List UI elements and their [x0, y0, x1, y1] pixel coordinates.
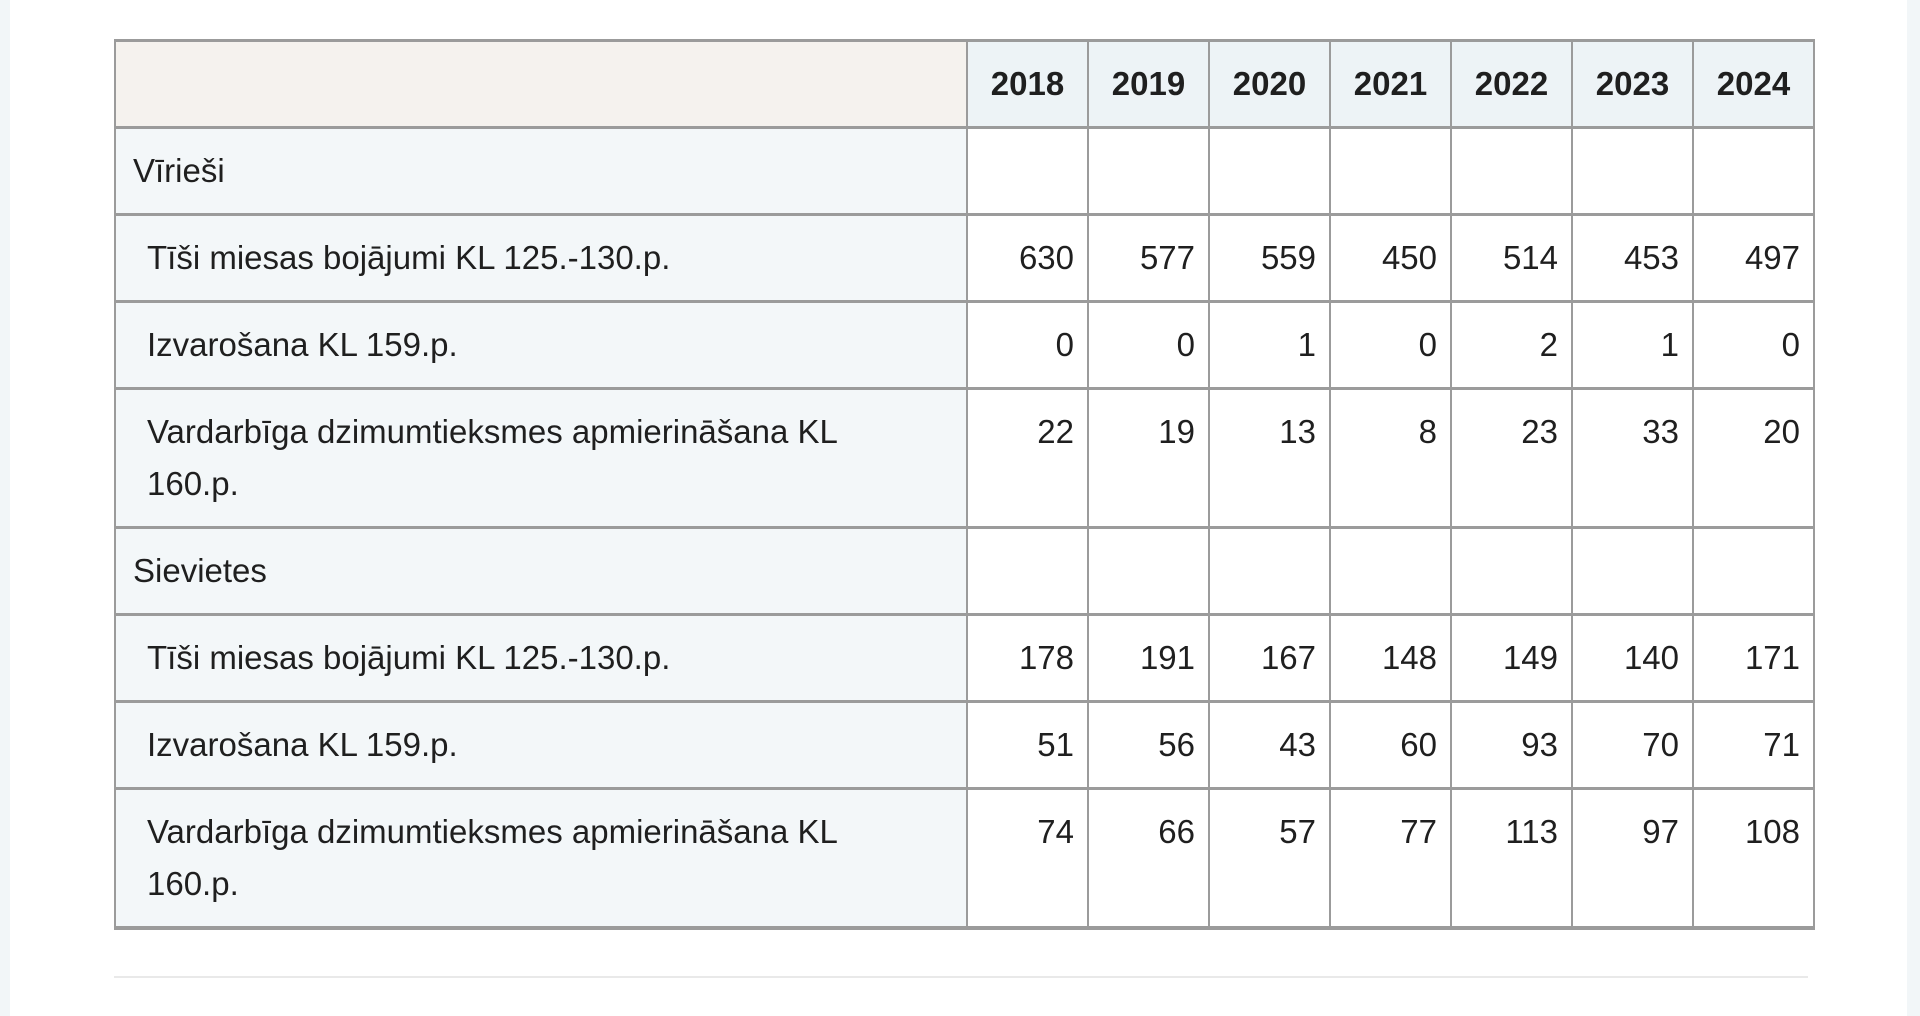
value-cell: 43: [1208, 700, 1331, 790]
value-cell: 514: [1450, 213, 1573, 303]
value-cell: 93: [1450, 700, 1573, 790]
value-cell: 70: [1571, 700, 1694, 790]
value-cell: 108: [1692, 787, 1815, 930]
row-label: Izvarošana KL 159.p.: [114, 700, 968, 790]
value-cell: 2: [1450, 300, 1573, 390]
row-label: Tīši miesas bojājumi KL 125.-130.p.: [114, 213, 968, 303]
value-cell: 57: [1208, 787, 1331, 930]
value-cell: 22: [966, 387, 1089, 529]
empty-cell: [1087, 526, 1210, 616]
value-cell: 140: [1571, 613, 1694, 703]
value-cell: 559: [1208, 213, 1331, 303]
value-cell: 23: [1450, 387, 1573, 529]
row-label: Tīši miesas bojājumi KL 125.-130.p.: [114, 613, 968, 703]
statistics-table: 2018 2019 2020 2021 2022 2023 2024 Vīrie…: [114, 39, 1815, 930]
value-cell: 191: [1087, 613, 1210, 703]
empty-cell: [1571, 126, 1694, 216]
page-left-edge: [0, 0, 10, 1016]
value-cell: 450: [1329, 213, 1452, 303]
empty-cell: [1208, 126, 1331, 216]
year-header: 2019: [1087, 39, 1210, 129]
empty-cell: [1208, 526, 1331, 616]
value-cell: 453: [1571, 213, 1694, 303]
value-cell: 8: [1329, 387, 1452, 529]
value-cell: 0: [966, 300, 1089, 390]
page-right-edge: [1907, 0, 1920, 1016]
empty-cell: [1329, 526, 1452, 616]
table-body: Vīrieši Tīši miesas bojājumi KL 125.-130.…: [114, 126, 1815, 930]
year-header: 2022: [1450, 39, 1573, 129]
value-cell: 19: [1087, 387, 1210, 529]
data-row: Tīši miesas bojājumi KL 125.-130.p. 178 19…: [114, 613, 1815, 703]
value-cell: 13: [1208, 387, 1331, 529]
data-row: Izvarošana KL 159.p. 51 56 43 60 93 70 71: [114, 700, 1815, 790]
year-header: 2021: [1329, 39, 1452, 129]
value-cell: 149: [1450, 613, 1573, 703]
value-cell: 497: [1692, 213, 1815, 303]
empty-cell: [1087, 126, 1210, 216]
year-header: 2024: [1692, 39, 1815, 129]
data-row: Tīši miesas bojājumi KL 125.-130.p. 630 57…: [114, 213, 1815, 303]
data-row: Vardarbīga dzimumtieksmes apmierināšana …: [114, 387, 1815, 529]
value-cell: 56: [1087, 700, 1210, 790]
value-cell: 0: [1329, 300, 1452, 390]
empty-cell: [1450, 126, 1573, 216]
empty-cell: [1571, 526, 1694, 616]
value-cell: 148: [1329, 613, 1452, 703]
data-row: Vardarbīga dzimumtieksmes apmierināšana …: [114, 787, 1815, 930]
value-cell: 630: [966, 213, 1089, 303]
value-cell: 0: [1692, 300, 1815, 390]
value-cell: 20: [1692, 387, 1815, 529]
value-cell: 60: [1329, 700, 1452, 790]
year-header: 2023: [1571, 39, 1694, 129]
row-label: Izvarošana KL 159.p.: [114, 300, 968, 390]
section-label: Vīrieši: [114, 126, 968, 216]
empty-cell: [966, 126, 1089, 216]
corner-cell: [114, 39, 968, 129]
value-cell: 577: [1087, 213, 1210, 303]
empty-cell: [1692, 526, 1815, 616]
row-label: Vardarbīga dzimumtieksmes apmierināšana …: [114, 387, 968, 529]
value-cell: 1: [1571, 300, 1694, 390]
empty-cell: [966, 526, 1089, 616]
value-cell: 1: [1208, 300, 1331, 390]
value-cell: 71: [1692, 700, 1815, 790]
row-label: Vardarbīga dzimumtieksmes apmierināšana …: [114, 787, 968, 930]
value-cell: 74: [966, 787, 1089, 930]
value-cell: 113: [1450, 787, 1573, 930]
value-cell: 178: [966, 613, 1089, 703]
value-cell: 66: [1087, 787, 1210, 930]
year-header: 2020: [1208, 39, 1331, 129]
year-header: 2018: [966, 39, 1089, 129]
value-cell: 77: [1329, 787, 1452, 930]
value-cell: 51: [966, 700, 1089, 790]
value-cell: 0: [1087, 300, 1210, 390]
value-cell: 171: [1692, 613, 1815, 703]
bottom-divider: [114, 976, 1808, 978]
value-cell: 167: [1208, 613, 1331, 703]
data-row: Izvarošana KL 159.p. 0 0 1 0 2 1 0: [114, 300, 1815, 390]
value-cell: 97: [1571, 787, 1694, 930]
empty-cell: [1692, 126, 1815, 216]
empty-cell: [1329, 126, 1452, 216]
empty-cell: [1450, 526, 1573, 616]
table-header-row: 2018 2019 2020 2021 2022 2023 2024: [114, 39, 1815, 129]
section-row: Vīrieši: [114, 126, 1815, 216]
section-label: Sievietes: [114, 526, 968, 616]
value-cell: 33: [1571, 387, 1694, 529]
section-row: Sievietes: [114, 526, 1815, 616]
